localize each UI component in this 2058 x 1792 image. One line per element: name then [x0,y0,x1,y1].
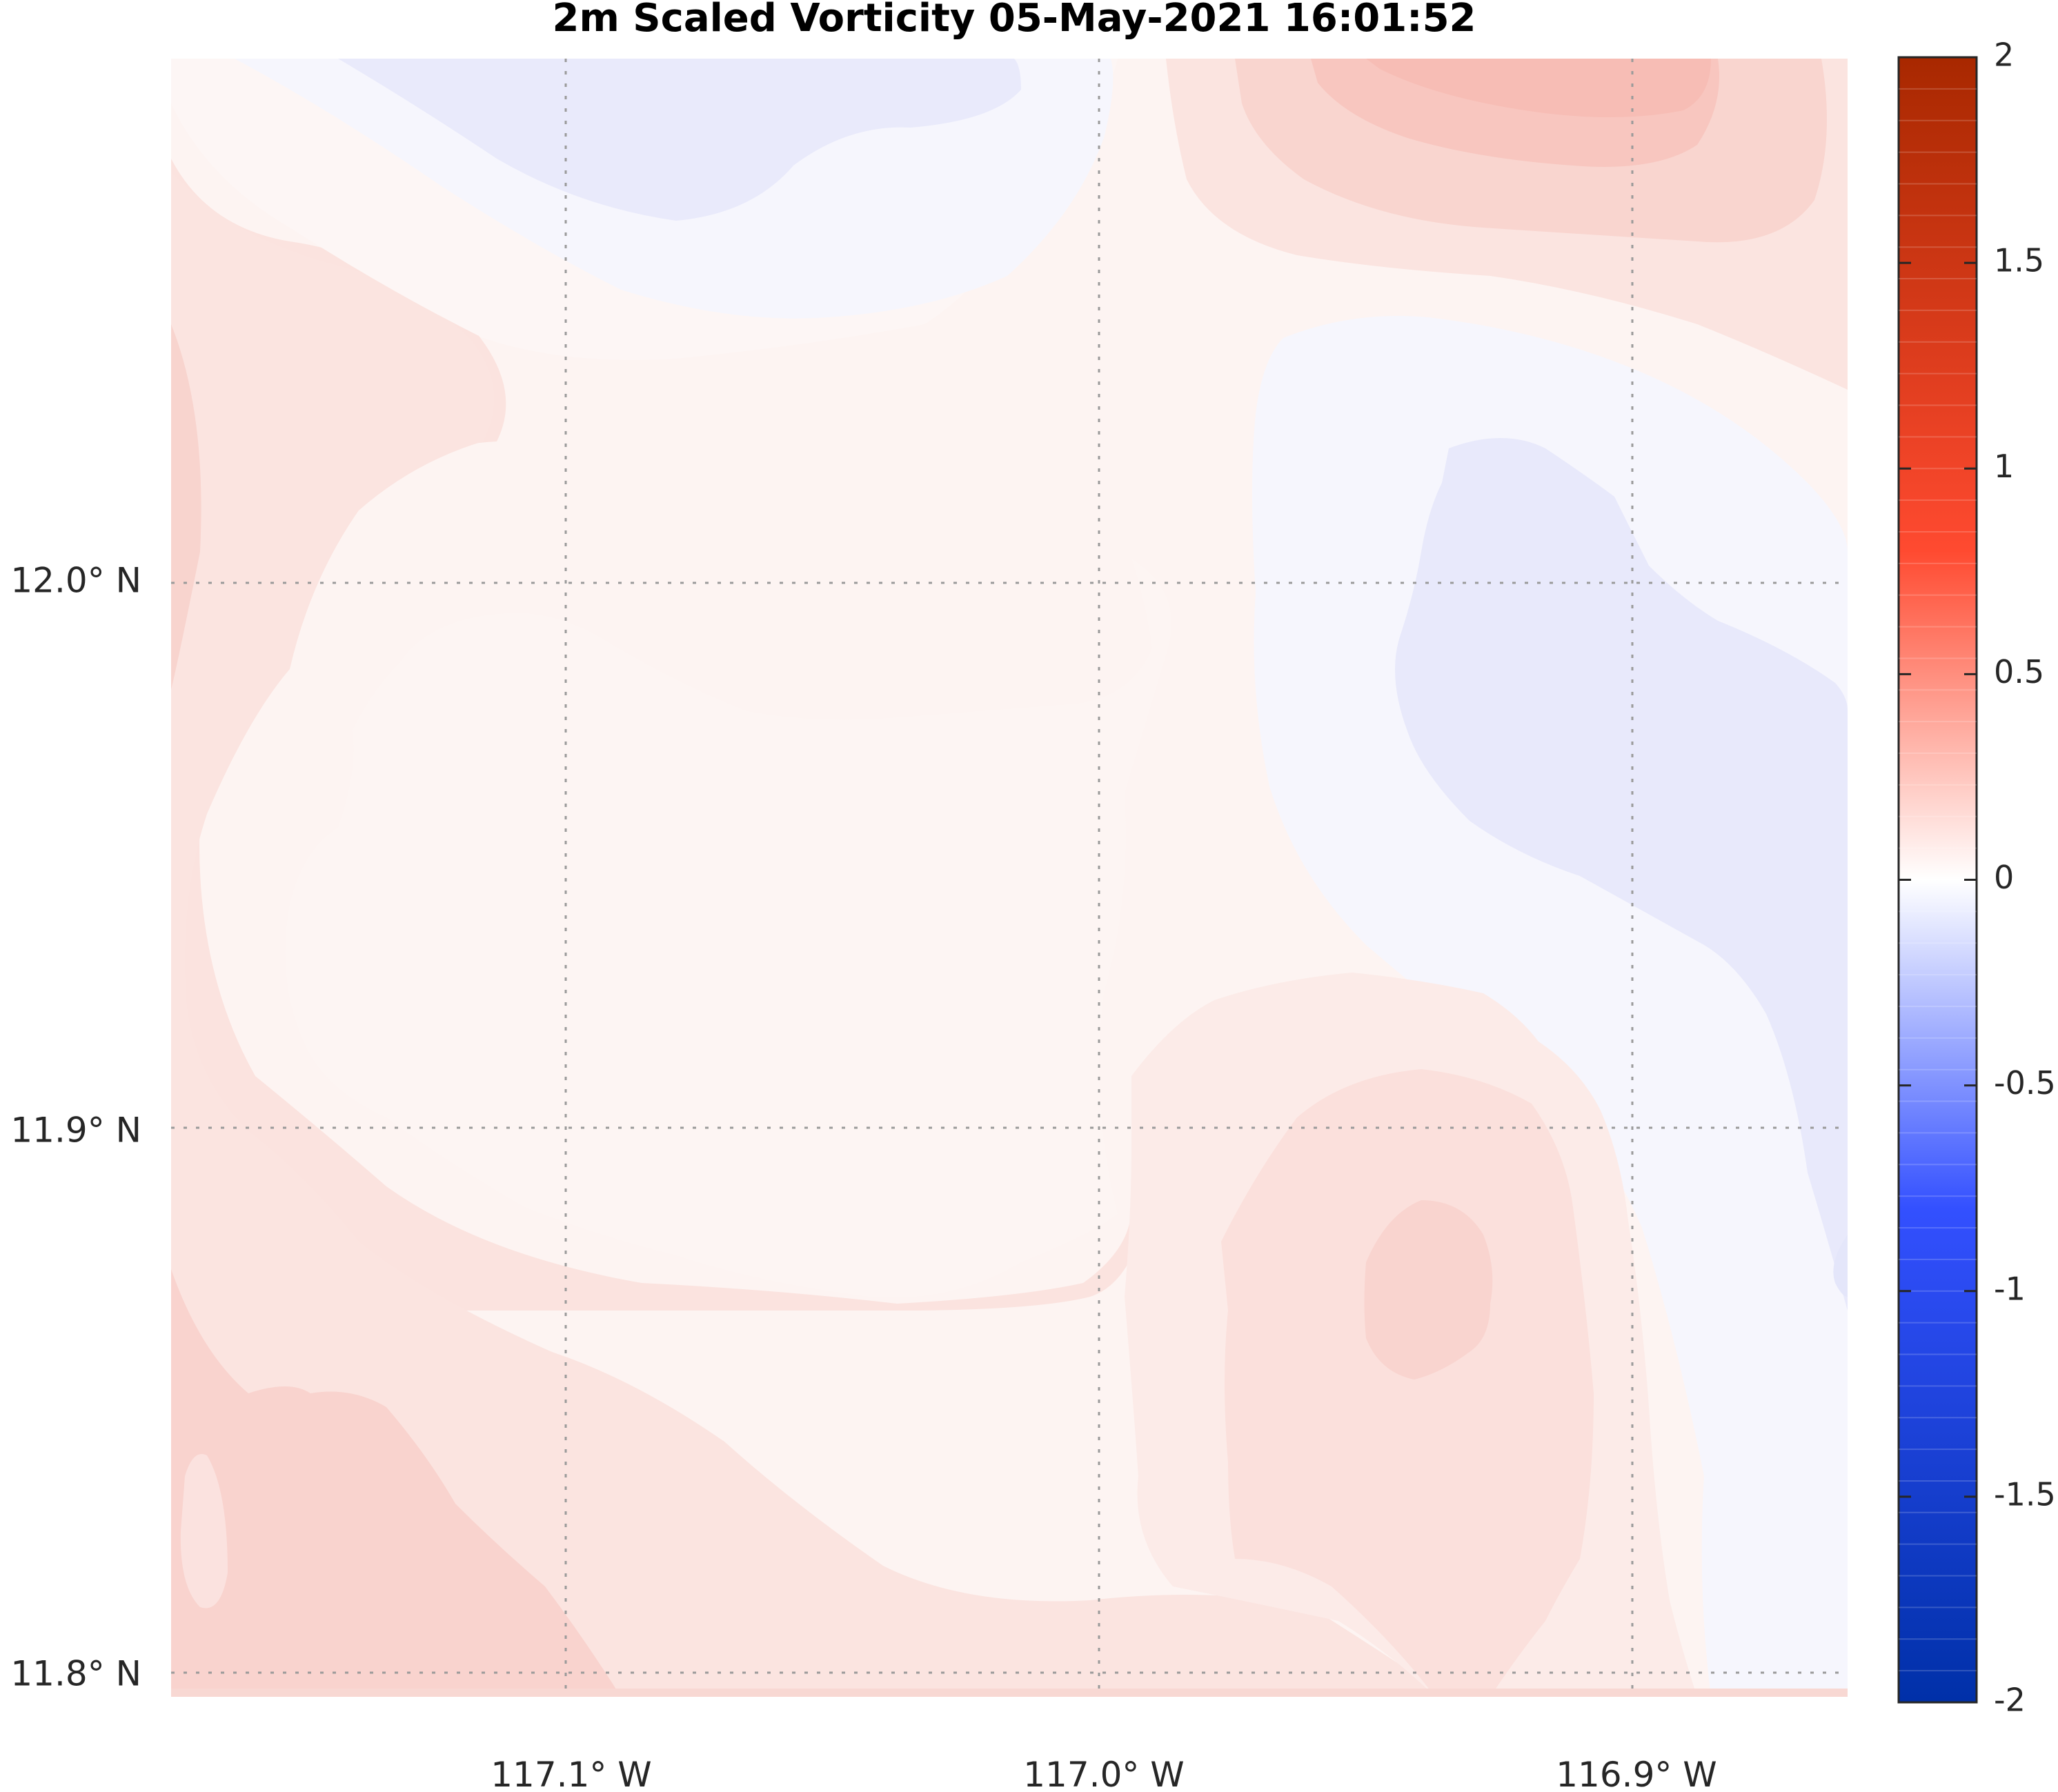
field-southwest-corner [171,1269,621,1697]
field-east-blue-edge [1833,1235,1848,1297]
colorbar-gradient [1897,56,1978,1704]
field-northeast-peak [1366,59,1711,117]
colorbar: 2 1.5 1 0.5 0 -0.5 -1 -1.5 -2 [1897,37,2056,1719]
field-southwest-inner-light [180,1454,228,1609]
colorbar-tick-label: 0 [1994,859,2014,896]
field-west-strip [171,324,201,690]
lat-axis-labels: 12.0° N 11.9° N 11.8° N [10,561,141,1694]
lat-label-11-9: 11.9° N [10,1111,141,1151]
figure-title: 2m Scaled Vorticity 05-May-2021 16:01:52 [552,0,1476,41]
field-southeast-medium [1221,1069,1594,1697]
lon-axis-labels: 117.1° W 117.0° W 116.9° W [491,1755,1716,1792]
field-bottom-edge [171,1689,1848,1697]
colorbar-tick-label: -1.5 [1994,1475,2056,1513]
colorbar-tick-label: -2 [1994,1682,2026,1719]
lon-label-116-9: 116.9° W [1556,1755,1716,1792]
colorbar-ticks [1899,56,1977,1704]
field-east-blue [1395,438,1848,1311]
colorbar-tick-label: -0.5 [1994,1064,2056,1102]
field-central-light [285,559,1172,1298]
colorbar-tick-label: -1 [1994,1270,2026,1307]
lat-label-11-8: 11.8° N [10,1654,141,1694]
lon-label-117-0: 117.0° W [1023,1755,1184,1792]
colorbar-level-bands [1899,88,1977,1672]
lat-label-12-0: 12.0° N [10,561,141,601]
colorbar-tick-label: 1 [1994,448,2014,485]
field-southeast-core [1364,1200,1493,1380]
colorbar-tick-labels: 2 1.5 1 0.5 0 -0.5 -1 -1.5 -2 [1994,37,2056,1719]
colorbar-tick-label: 0.5 [1994,653,2044,690]
lon-label-117-1: 117.1° W [491,1755,651,1792]
map-plot-area [171,59,1848,1697]
colorbar-tick-label: 1.5 [1994,242,2044,279]
colorbar-tick-label: 2 [1994,37,2014,74]
field-north-blue [338,59,1021,221]
